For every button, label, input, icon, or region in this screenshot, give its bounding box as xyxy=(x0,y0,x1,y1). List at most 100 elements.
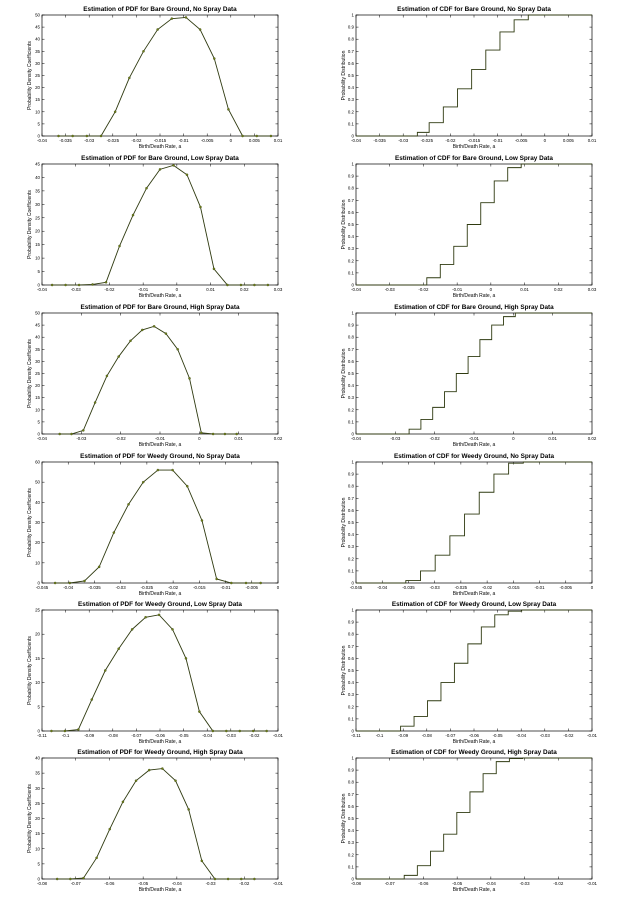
data-point xyxy=(57,134,60,138)
x-tick-label: -0.07 xyxy=(385,881,396,886)
y-tick-label: 45 xyxy=(35,162,40,167)
y-tick-label: 20 xyxy=(35,85,40,90)
data-point xyxy=(128,76,131,80)
y-tick-label: 0.8 xyxy=(348,37,355,42)
y-tick-label: 0 xyxy=(352,877,355,882)
plot-frame xyxy=(41,163,279,286)
y-tick-label: 0 xyxy=(352,729,355,734)
y-tick-label: 0.9 xyxy=(348,768,355,773)
y-tick-label: 0.6 xyxy=(348,210,355,215)
x-tick-label: 0.01 xyxy=(274,138,283,143)
x-tick-label: -0.005 xyxy=(246,585,259,590)
x-tick-label: 0.005 xyxy=(563,138,575,143)
x-tick-label: -0.03 xyxy=(390,436,401,441)
y-tick-label: 0 xyxy=(38,283,41,288)
chart-title: Estimation of PDF for Weedy Ground, Low … xyxy=(78,601,242,608)
x-axis-label: Birth/Death Rate, a xyxy=(453,144,496,150)
y-tick-label: 5 xyxy=(38,121,41,126)
plot-frame xyxy=(355,461,593,584)
pdf-series-line xyxy=(58,16,271,137)
data-point xyxy=(91,283,94,286)
data-point xyxy=(227,108,230,111)
y-tick-label: 0 xyxy=(352,283,355,288)
y-tick-label: 0.5 xyxy=(348,668,355,673)
data-point xyxy=(69,877,72,881)
data-point xyxy=(255,134,259,138)
data-point xyxy=(77,728,80,731)
data-point xyxy=(211,729,215,733)
chart-panel-9: Estimation of PDF for Weedy Ground, Low … xyxy=(27,601,284,745)
pdf-series-line xyxy=(51,614,267,732)
x-tick-label: 0.01 xyxy=(588,138,597,143)
data-point xyxy=(117,355,120,358)
x-tick-label: -0.015 xyxy=(468,138,481,143)
x-tick-label: 0 xyxy=(591,585,594,590)
data-point xyxy=(50,729,53,733)
y-tick-label: 0.7 xyxy=(348,792,355,797)
y-tick-label: 0.4 xyxy=(348,828,355,833)
x-tick-label: -0.02 xyxy=(104,287,115,292)
y-tick-label: 30 xyxy=(35,359,40,364)
x-tick-label: -0.04 xyxy=(516,733,527,738)
x-tick-label: -0.02 xyxy=(239,881,250,886)
y-tick-label: 0.5 xyxy=(348,222,355,227)
x-tick-label: -0.04 xyxy=(351,436,362,441)
pdf-series-line xyxy=(55,469,261,584)
chart-title: Estimation of CDF for Bare Ground, High … xyxy=(394,304,554,311)
y-tick-label: 5 xyxy=(38,419,41,424)
x-tick-label: 0 xyxy=(512,436,515,441)
y-tick-label: 0 xyxy=(352,432,355,437)
data-point xyxy=(131,213,135,217)
x-tick-label: -0.03 xyxy=(430,585,441,590)
x-tick-label: -0.02 xyxy=(116,436,127,441)
chart-title: Estimation of CDF for Bare Ground, No Sp… xyxy=(397,6,551,13)
y-tick-label: 0.8 xyxy=(348,632,355,637)
data-point xyxy=(142,50,145,53)
data-point xyxy=(225,729,228,733)
chart-title: Estimation of CDF for Weedy Ground, Low … xyxy=(392,601,557,608)
data-point xyxy=(269,134,273,138)
x-tick-label: -0.04 xyxy=(486,881,497,886)
x-tick-label: -0.07 xyxy=(445,733,456,738)
x-tick-label: -0.01 xyxy=(155,436,166,441)
y-axis-label: Probability Density Coefficients xyxy=(27,636,33,705)
data-point xyxy=(253,283,256,287)
data-point xyxy=(198,710,201,713)
y-tick-label: 0.8 xyxy=(348,335,355,340)
y-tick-label: 0.7 xyxy=(348,644,355,649)
x-tick-label: -0.04 xyxy=(37,138,48,143)
y-tick-label: 1 xyxy=(352,13,355,18)
data-point xyxy=(50,283,54,287)
data-point xyxy=(104,281,108,284)
y-tick-label: 0.9 xyxy=(348,174,355,179)
chart-panel-1: Estimation of PDF for Bare Ground, No Sp… xyxy=(27,6,283,150)
y-tick-label: 0 xyxy=(352,581,355,586)
y-tick-label: 0.7 xyxy=(348,347,355,352)
data-point xyxy=(90,698,94,701)
y-tick-label: 0.5 xyxy=(348,73,355,78)
data-point xyxy=(82,429,85,432)
chart-panel-11: Estimation of PDF for Weedy Ground, High… xyxy=(27,749,284,893)
data-point xyxy=(171,468,174,472)
y-tick-label: 35 xyxy=(35,49,40,54)
x-tick-label: -0.02 xyxy=(418,287,429,292)
data-point xyxy=(188,377,191,380)
y-tick-label: 10 xyxy=(35,109,40,114)
data-point xyxy=(55,877,59,881)
y-tick-label: 0.4 xyxy=(348,532,355,537)
x-tick-label: 0.02 xyxy=(554,287,563,292)
data-point xyxy=(108,827,112,831)
data-point xyxy=(158,168,162,171)
x-tick-label: -0.02 xyxy=(249,733,260,738)
y-tick-label: 1 xyxy=(352,311,355,316)
y-tick-label: 0.9 xyxy=(348,25,355,30)
y-tick-label: 0.3 xyxy=(348,692,355,697)
y-tick-label: 15 xyxy=(35,831,40,836)
y-tick-label: 50 xyxy=(35,13,40,18)
x-axis-label: Birth/Death Rate, a xyxy=(139,591,182,597)
y-tick-label: 1 xyxy=(352,162,355,167)
chart-title: Estimation of PDF for Weedy Ground, No S… xyxy=(80,453,240,460)
y-tick-label: 0 xyxy=(38,432,41,437)
chart-title: Estimation of PDF for Bare Ground, No Sp… xyxy=(83,6,237,13)
y-tick-label: 0.6 xyxy=(348,61,355,66)
